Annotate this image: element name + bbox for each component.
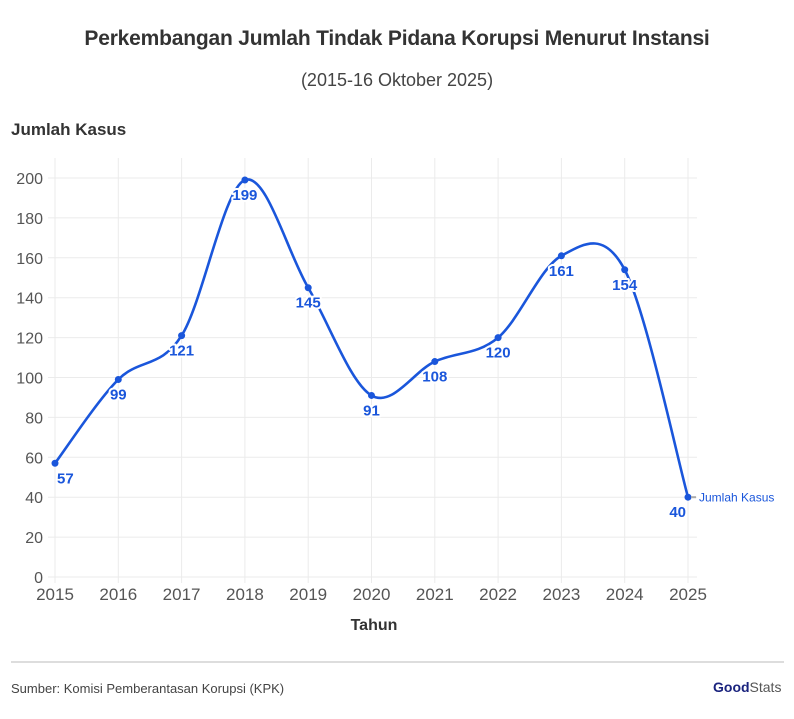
y-tick-label: 40 (25, 490, 43, 507)
data-label: 57 (57, 470, 74, 487)
data-point (304, 284, 312, 292)
y-tick-label: 20 (25, 530, 43, 547)
y-tick-label: 140 (16, 291, 43, 308)
source-note: Sumber: Komisi Pemberantasan Korupsi (KP… (11, 681, 285, 696)
y-tick-label: 160 (16, 251, 43, 268)
x-tick-label: 2025 (669, 585, 707, 604)
data-points (51, 176, 692, 501)
x-tick-label: 2017 (163, 585, 201, 604)
x-tick-label: 2015 (36, 585, 74, 604)
y-tick-label: 60 (25, 450, 43, 467)
data-label: 99 (110, 386, 127, 403)
svg-text:199: 199 (232, 187, 257, 204)
chart-title: Perkembangan Jumlah Tindak Pidana Korups… (84, 27, 710, 50)
data-label: 199 (232, 187, 257, 204)
svg-text:40: 40 (669, 504, 686, 521)
y-tick-label: 100 (16, 371, 43, 388)
data-label: 145 (296, 295, 321, 312)
brand-light: Stats (749, 679, 782, 695)
y-axis-label: Jumlah Kasus (11, 120, 127, 139)
data-label: 108 (422, 369, 447, 386)
svg-text:121: 121 (169, 343, 194, 360)
x-tick-label: 2024 (606, 585, 644, 604)
y-tick-label: 120 (16, 331, 43, 348)
data-point (621, 266, 629, 274)
svg-text:91: 91 (363, 402, 380, 419)
x-tick-label: 2016 (99, 585, 137, 604)
data-point (241, 176, 249, 184)
svg-text:108: 108 (422, 369, 447, 386)
goodstats-logo: GoodStats (713, 679, 781, 695)
series-end-label: Jumlah Kasus (691, 491, 774, 505)
data-point (557, 252, 565, 260)
svg-text:161: 161 (549, 263, 574, 280)
svg-text:120: 120 (486, 345, 511, 362)
x-tick-label: 2021 (416, 585, 454, 604)
data-point (51, 459, 59, 467)
x-axis-label: Tahun (350, 617, 398, 634)
data-point (178, 332, 186, 340)
series-line-jumlah-kasus (53, 178, 690, 499)
data-point (494, 334, 502, 342)
data-labels: 5757999912112119919914514591911081081201… (55, 185, 688, 523)
y-tick-label: 180 (16, 211, 43, 228)
svg-text:99: 99 (110, 386, 127, 403)
x-tick-label: 2018 (226, 585, 264, 604)
data-label: 161 (549, 263, 574, 280)
footer-divider (11, 661, 784, 663)
x-tick-label: 2023 (542, 585, 580, 604)
data-label: 154 (612, 277, 638, 294)
svg-text:57: 57 (57, 470, 74, 487)
chart-subtitle: (2015-16 Oktober 2025) (300, 70, 494, 90)
svg-text:145: 145 (296, 295, 321, 312)
y-tick-label: 200 (16, 171, 43, 188)
x-tick-label: 2022 (479, 585, 517, 604)
y-axis-ticks: 0 20 40 60 80 100 120 140 160 180 200 (16, 171, 43, 587)
legend-label: Jumlah Kasus (699, 491, 774, 505)
x-axis-ticks: 2015 2016 2017 2018 2019 2020 2021 2022 2023 2024… (36, 585, 707, 604)
data-label: 120 (486, 345, 511, 362)
data-point (368, 391, 375, 399)
svg-text:154: 154 (612, 277, 638, 294)
data-label: 121 (169, 343, 194, 360)
data-point (114, 375, 122, 383)
data-label: 91 (363, 402, 380, 419)
x-tick-label: 2019 (289, 585, 327, 604)
y-tick-label: 0 (34, 570, 43, 587)
y-tick-label: 80 (25, 410, 43, 427)
brand-bold: Good (713, 679, 750, 695)
gridlines (48, 158, 697, 583)
x-tick-label: 2020 (353, 585, 391, 604)
data-label: 40 (669, 504, 686, 521)
data-point (431, 358, 439, 366)
data-point (684, 493, 692, 501)
